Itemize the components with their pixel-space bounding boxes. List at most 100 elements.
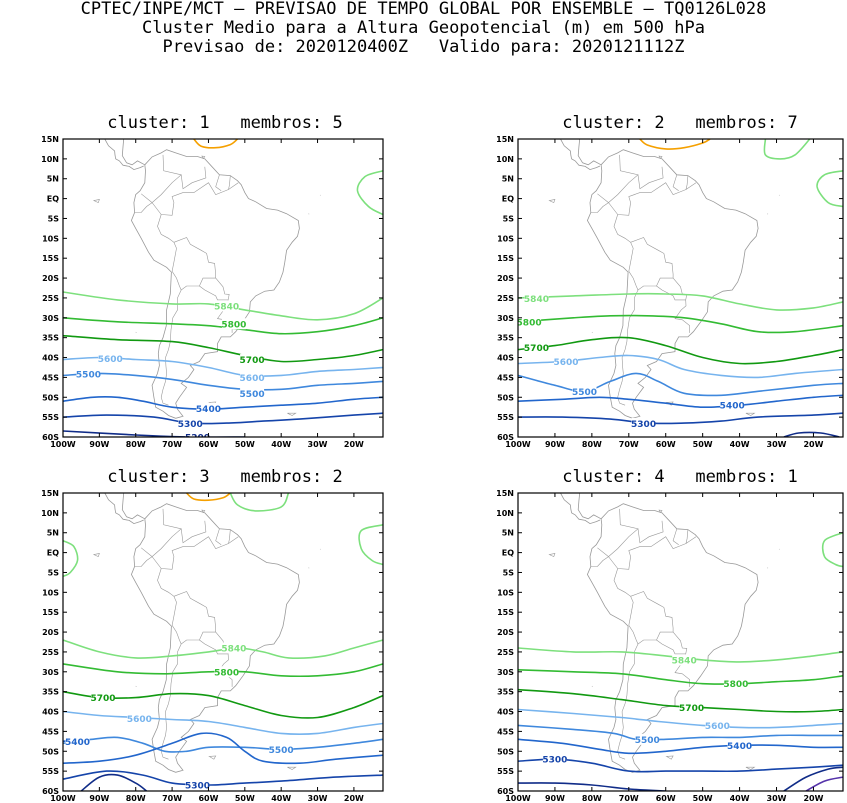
lat-tick-label: 25S <box>42 294 59 303</box>
map-layer: 5840 5800 5700 5600 5500 5400 5300 <box>63 493 383 791</box>
contour-line-5840 <box>518 647 843 663</box>
lat-tick-label: EQ <box>47 195 59 204</box>
contour-label: 5840 <box>672 656 697 666</box>
panel-1-title: cluster: 1 membros: 5 <box>107 113 343 133</box>
contour-line-5840 <box>816 170 843 208</box>
contour-label-bg <box>269 743 294 755</box>
central-america-outline <box>577 139 602 166</box>
lon-tick-label: 30W <box>767 794 787 803</box>
contour-label: 5800 <box>221 320 246 330</box>
lat-tick-label: 10N <box>496 509 514 518</box>
contour-label-bg <box>727 739 752 751</box>
contour-line-5500 <box>63 736 383 753</box>
contour-label: 5300 <box>631 420 656 430</box>
country-border <box>617 182 697 216</box>
country-border <box>215 174 222 191</box>
contour-label-bg <box>572 385 597 397</box>
lat-tick-label: 5S <box>503 568 515 577</box>
lon-tick-label: 100W <box>50 794 76 803</box>
contour-label: 5600 <box>240 374 265 384</box>
header-line-3: Previsao de: 2020120400Z Valido para: 20… <box>162 37 685 57</box>
lat-tick-label: 35S <box>42 688 59 697</box>
lon-tick-label: 70W <box>162 794 182 803</box>
lat-tick-label: 15S <box>42 254 59 263</box>
lon-tick-label: 100W <box>50 440 76 449</box>
contour-line-5840 <box>763 139 811 160</box>
lat-tick-label: 35S <box>42 334 59 343</box>
contour-label: 5500 <box>240 390 265 400</box>
contour-label-bg <box>214 666 239 678</box>
lat-tick-label: 35S <box>497 688 514 697</box>
contour-line-high <box>193 139 239 149</box>
contour-line-5700 <box>518 336 843 365</box>
lon-tick-label: 90W <box>89 794 109 803</box>
lon-tick-label: 100W <box>505 794 531 803</box>
panel-3-title: cluster: 3 membros: 2 <box>107 467 343 487</box>
island-outline <box>201 509 206 514</box>
contour-line-5840 <box>63 291 383 321</box>
lat-tick-label: 45S <box>42 373 59 382</box>
lat-tick-label: 60S <box>42 433 59 442</box>
contour-label: 5800 <box>517 318 542 328</box>
country-border <box>151 154 182 203</box>
lat-tick-label: 5S <box>48 214 60 223</box>
lon-tick-label: 70W <box>619 794 639 803</box>
lat-tick-label: 55S <box>42 767 59 776</box>
lon-tick-label: 70W <box>619 440 639 449</box>
country-border <box>161 182 239 216</box>
contour-label: 5600 <box>127 715 152 725</box>
contour-label-bg <box>631 417 656 429</box>
contour-label-bg <box>240 371 265 383</box>
lat-tick-label: 40S <box>42 354 59 363</box>
continent-outline <box>130 503 300 773</box>
contour-label: 5840 <box>214 302 239 312</box>
lat-tick-label: 20S <box>42 628 59 637</box>
country-border <box>161 536 239 570</box>
map-frame <box>517 492 844 792</box>
contour-line-5200 <box>518 782 666 791</box>
lat-tick-label: 15S <box>497 254 514 263</box>
lon-tick-label: 80W <box>582 794 602 803</box>
contour-label-bg <box>185 431 210 437</box>
lat-tick-label: 15S <box>42 608 59 617</box>
contour-label: 5700 <box>524 344 549 354</box>
lon-tick-label: 60W <box>656 440 676 449</box>
contour-line-5200 <box>783 766 843 791</box>
lat-tick-label: 25S <box>497 294 514 303</box>
country-border <box>141 547 153 557</box>
header-line-1: CPTEC/INPE/MCT – PREVISAO DE TEMPO GLOBA… <box>80 0 767 19</box>
lon-tick-label: 30W <box>308 794 328 803</box>
contour-line-5500 <box>63 372 383 391</box>
lat-tick-label: 40S <box>497 354 514 363</box>
contour-line-5700 <box>63 690 383 719</box>
lat-tick-label: 15N <box>496 489 514 498</box>
island-outline <box>92 198 100 204</box>
lon-tick-label: 60W <box>656 794 676 803</box>
contour-label-bg <box>524 293 549 305</box>
contour-line-5840 <box>229 493 290 512</box>
contour-label-bg <box>705 719 730 731</box>
contour-line-5300 <box>518 412 843 425</box>
country-border <box>613 214 634 272</box>
lon-tick-label: 50W <box>235 440 255 449</box>
country-border <box>180 520 207 544</box>
contour-label: 5200 <box>185 434 210 444</box>
panel-4-title: cluster: 4 membros: 1 <box>562 467 798 487</box>
lat-tick-label: 10N <box>41 155 59 164</box>
lat-tick-label: 15N <box>41 135 59 144</box>
contour-line-5840 <box>821 531 843 568</box>
island-outline <box>665 755 674 760</box>
contour-line-5200 <box>783 431 840 437</box>
contour-line-5500 <box>518 724 843 741</box>
island-outline <box>287 412 297 416</box>
contour-label: 5500 <box>269 746 294 756</box>
lat-tick-label: 10S <box>497 588 514 597</box>
lat-tick-label: 45S <box>497 727 514 736</box>
central-america-outline <box>104 493 144 525</box>
contour-line-5100 <box>805 776 843 791</box>
island-outline <box>548 552 556 558</box>
island-outline <box>658 509 663 514</box>
central-america-outline <box>577 493 602 520</box>
